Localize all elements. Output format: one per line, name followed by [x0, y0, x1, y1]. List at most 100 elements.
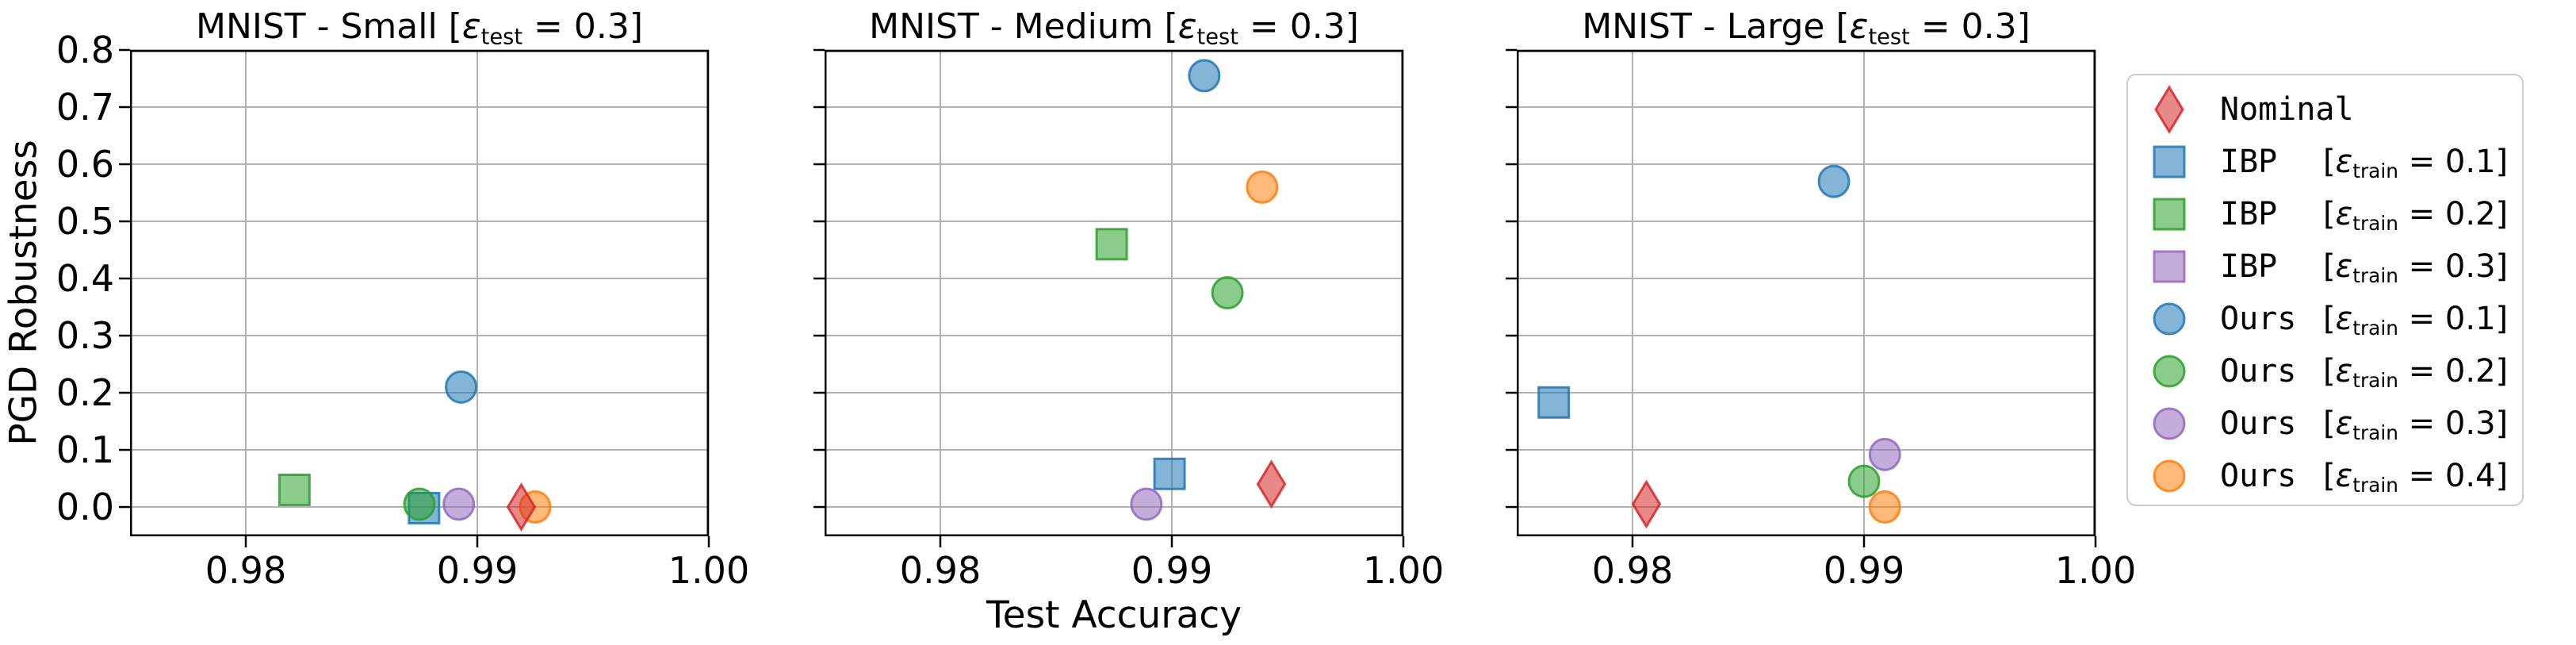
legend-item-ours-eps04: Ours [εtrain = 0.4] [2128, 450, 2522, 502]
eps-subscript: train [2352, 368, 2398, 392]
y-tick-label: 0.8 [56, 29, 114, 71]
legend-label: Ours [2220, 405, 2297, 442]
epsilon-symbol: ε [2335, 353, 2353, 390]
x-tick-label: 0.98 [205, 549, 287, 592]
x-tick-label: 1.00 [1362, 549, 1445, 592]
x-tick-label: 1.00 [668, 549, 750, 592]
epsilon-symbol: ε [2335, 301, 2353, 337]
square-marker-green [278, 473, 311, 506]
circle-marker-icon [2153, 407, 2186, 440]
epsilon-subscript: test [1868, 25, 1910, 50]
y-tick-label: 0.5 [56, 200, 114, 244]
y-tick-label: 0.1 [56, 428, 114, 472]
title-text: MNIST - Small [ [195, 6, 462, 47]
subplot-mnist-small [119, 48, 710, 547]
x-tick-label: 0.99 [436, 549, 519, 592]
eps-text: = 0.4] [2398, 458, 2509, 494]
legend-label: IBP [2220, 144, 2278, 180]
square-glyph [2153, 145, 2186, 179]
subplot-mnist-medium [813, 48, 1405, 547]
square-marker-blue [1537, 386, 1571, 419]
subplot-title-small: MNIST - Small [εtest = 0.3] [195, 5, 644, 50]
y-tick-label: 0.3 [56, 314, 114, 358]
epsilon-subscript: test [480, 25, 523, 50]
legend: Nominal IBP [εtrain = 0.1] IBP [εtrain =… [2126, 74, 2524, 506]
eps-text: = 0.1] [2398, 144, 2509, 180]
legend-eps: [εtrain = 0.3] [2323, 397, 2508, 450]
y-tick-label: 0.4 [56, 257, 114, 301]
legend-item-ibp-eps02: IBP [εtrain = 0.2] [2128, 188, 2522, 240]
plot-canvas [813, 48, 1405, 547]
eps-text: = 0.3] [2398, 405, 2509, 442]
diamond-marker-red [506, 482, 537, 532]
circle-marker-orange [1868, 490, 1901, 524]
title-text: = 0.3] [522, 6, 644, 47]
subplot-mnist-large [1506, 48, 2097, 547]
epsilon-symbol: ε [2335, 144, 2353, 180]
eps-text: [ [2323, 144, 2336, 180]
circle-marker-blue [1817, 164, 1851, 198]
y-tick-label: 0.0 [56, 486, 114, 529]
legend-eps: [εtrain = 0.1] [2323, 136, 2508, 188]
epsilon-symbol: ε [461, 6, 481, 47]
title-text: MNIST - Medium [ [869, 6, 1178, 47]
eps-text: [ [2323, 248, 2336, 285]
eps-subscript: train [2352, 420, 2398, 444]
plot-canvas [1506, 48, 2097, 547]
epsilon-symbol: ε [2335, 458, 2353, 494]
eps-subscript: train [2352, 473, 2398, 497]
legend-label: Ours [2220, 458, 2297, 494]
x-axis-label: Test Accuracy [986, 593, 1242, 637]
epsilon-symbol: ε [1849, 6, 1869, 47]
circle-marker-green [403, 487, 436, 521]
epsilon-symbol: ε [1177, 6, 1197, 47]
legend-label: Ours [2220, 301, 2297, 337]
circle-marker-green [1211, 276, 1244, 310]
circle-marker-purple [1130, 487, 1163, 521]
scatter-series-group [278, 370, 552, 532]
diamond-marker-red [1256, 459, 1287, 509]
legend-eps: [εtrain = 0.2] [2323, 345, 2508, 397]
eps-text: [ [2323, 301, 2336, 337]
legend-item-ibp-eps01: IBP [εtrain = 0.1] [2128, 136, 2522, 188]
eps-text: [ [2323, 405, 2336, 442]
legend-item-ours-eps01: Ours [εtrain = 0.1] [2128, 293, 2522, 345]
y-tick-label: 0.7 [56, 86, 114, 129]
eps-subscript: train [2352, 159, 2398, 182]
square-marker-icon [2153, 198, 2186, 231]
title-text: = 0.3] [1909, 6, 2031, 47]
axes-spines [825, 50, 1403, 536]
legend-item-ours-eps02: Ours [εtrain = 0.2] [2128, 345, 2522, 397]
epsilon-symbol: ε [2335, 196, 2353, 232]
eps-text: [ [2323, 458, 2336, 494]
x-tick-label: 0.99 [1131, 549, 1213, 592]
scatter-series-group [1537, 164, 1901, 529]
circle-marker-icon [2153, 302, 2186, 336]
legend-eps: [εtrain = 0.4] [2323, 450, 2508, 502]
square-marker-icon [2153, 145, 2186, 179]
square-marker-icon [2153, 250, 2186, 283]
circle-glyph [2153, 407, 2186, 440]
circle-marker-icon [2153, 355, 2186, 388]
epsilon-symbol: ε [2335, 405, 2353, 442]
eps-subscript: train [2352, 211, 2398, 235]
eps-text: = 0.2] [2398, 196, 2509, 232]
circle-glyph [2153, 459, 2186, 493]
eps-text: = 0.1] [2398, 301, 2509, 337]
subplot-title-large: MNIST - Large [εtest = 0.3] [1582, 5, 2031, 50]
x-tick-label: 0.98 [1591, 549, 1674, 592]
legend-label: IBP [2220, 248, 2278, 285]
scatter-series-group [1095, 59, 1287, 521]
circle-marker-green [1847, 464, 1881, 498]
circle-marker-purple [1868, 437, 1901, 471]
circle-marker-blue [1188, 59, 1221, 93]
epsilon-symbol: ε [2335, 248, 2353, 285]
circle-glyph [2153, 302, 2186, 336]
circle-marker-icon [2153, 459, 2186, 493]
title-text: = 0.3] [1238, 6, 1359, 47]
eps-text: = 0.2] [2398, 353, 2509, 390]
legend-item-ibp-eps03: IBP [εtrain = 0.3] [2128, 240, 2522, 293]
circle-glyph [2153, 355, 2186, 388]
legend-eps: [εtrain = 0.3] [2323, 240, 2508, 293]
